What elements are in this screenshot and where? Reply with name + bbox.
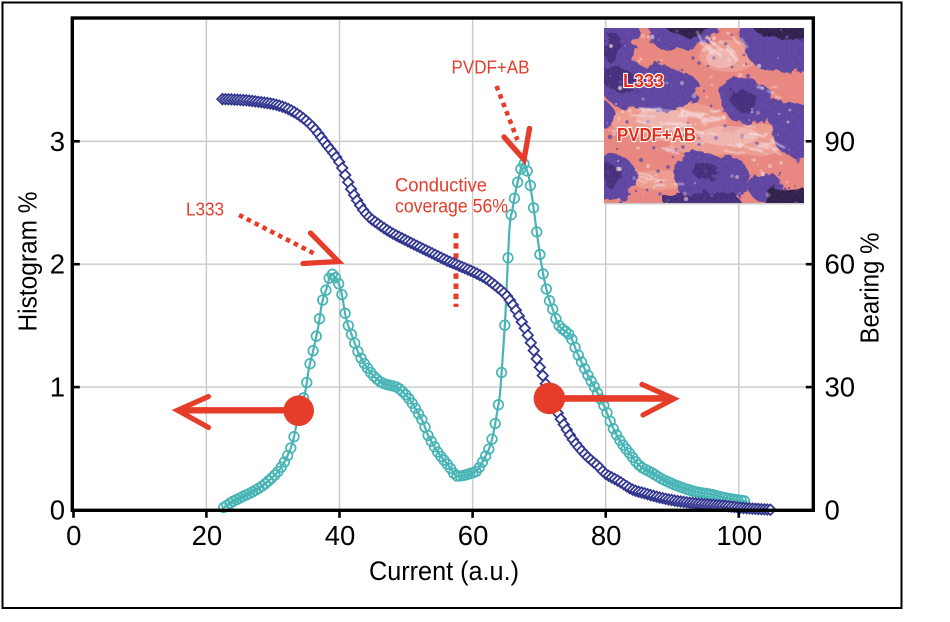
svg-text:1: 1 bbox=[50, 372, 65, 403]
svg-text:L333: L333 bbox=[186, 199, 224, 220]
svg-text:Histogram %: Histogram % bbox=[15, 192, 43, 332]
svg-text:100: 100 bbox=[716, 520, 762, 551]
svg-text:PVDF+AB: PVDF+AB bbox=[452, 57, 530, 78]
svg-text:L333: L333 bbox=[623, 70, 664, 91]
svg-text:20: 20 bbox=[192, 520, 223, 551]
svg-text:60: 60 bbox=[458, 520, 489, 551]
svg-text:Bearing %: Bearing % bbox=[857, 233, 885, 344]
svg-text:0: 0 bbox=[825, 495, 840, 526]
svg-text:2: 2 bbox=[50, 249, 65, 280]
svg-text:0: 0 bbox=[50, 495, 65, 526]
svg-text:Current (a.u.): Current (a.u.) bbox=[369, 556, 519, 586]
svg-text:3: 3 bbox=[50, 126, 65, 157]
svg-text:PVDF+AB: PVDF+AB bbox=[617, 124, 696, 145]
svg-text:coverage 56%: coverage 56% bbox=[395, 197, 508, 218]
svg-text:80: 80 bbox=[591, 520, 622, 551]
svg-text:0: 0 bbox=[66, 520, 81, 551]
svg-text:40: 40 bbox=[325, 520, 356, 551]
svg-text:Conductive: Conductive bbox=[395, 176, 487, 197]
svg-text:90: 90 bbox=[825, 126, 856, 157]
svg-text:60: 60 bbox=[825, 249, 856, 280]
svg-text:30: 30 bbox=[825, 372, 856, 403]
